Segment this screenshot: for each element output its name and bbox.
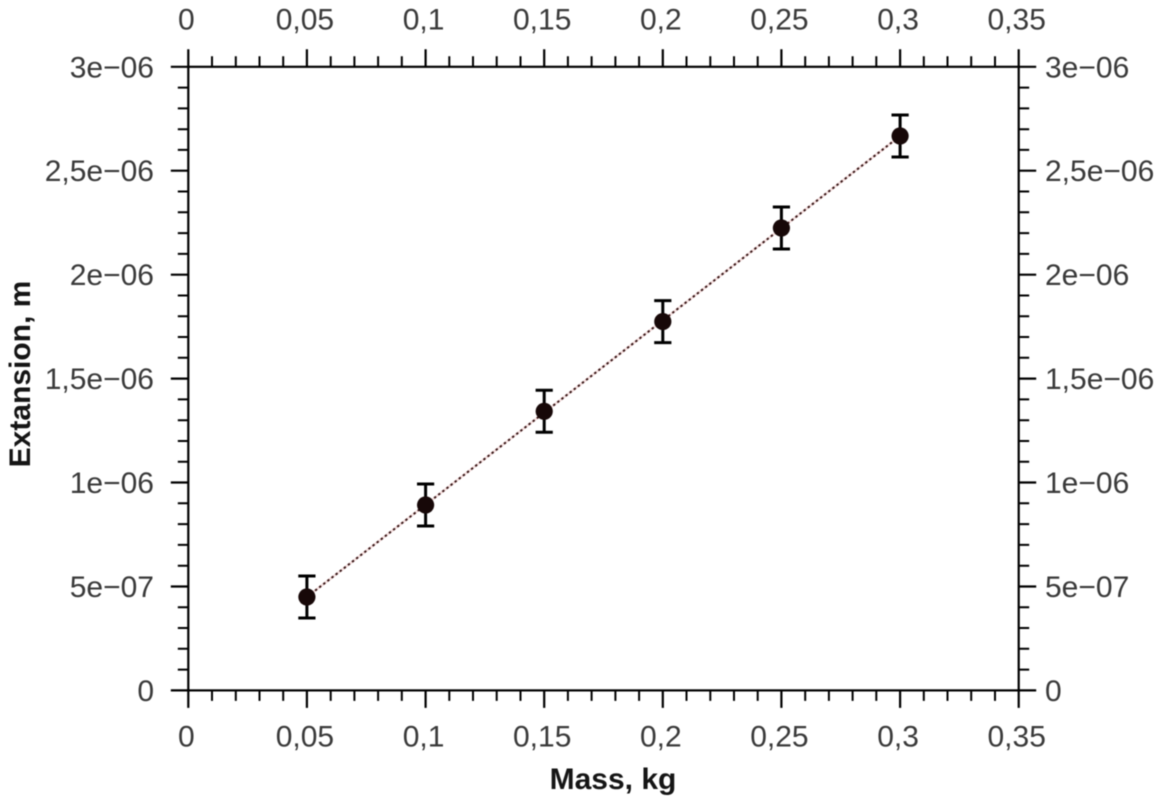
svg-text:2,5e−06: 2,5e−06 [1045, 155, 1154, 188]
svg-text:0,25: 0,25 [750, 4, 808, 37]
svg-text:0: 0 [1045, 675, 1062, 708]
svg-text:2,5e−06: 2,5e−06 [45, 155, 154, 188]
svg-text:2e−06: 2e−06 [70, 259, 154, 292]
svg-text:0,35: 0,35 [988, 721, 1046, 754]
svg-text:0,15: 0,15 [513, 721, 571, 754]
svg-text:1,5e−06: 1,5e−06 [1045, 363, 1154, 396]
svg-text:0,1: 0,1 [403, 721, 445, 754]
svg-text:0,2: 0,2 [640, 4, 682, 37]
svg-text:3e−06: 3e−06 [1045, 51, 1129, 84]
svg-text:0,05: 0,05 [276, 4, 334, 37]
svg-text:0,35: 0,35 [988, 4, 1046, 37]
svg-text:0,2: 0,2 [640, 721, 682, 754]
svg-text:0,3: 0,3 [877, 4, 919, 37]
svg-text:2e−06: 2e−06 [1045, 259, 1129, 292]
svg-text:Mass, kg: Mass, kg [550, 763, 677, 796]
svg-text:0,3: 0,3 [877, 721, 919, 754]
svg-text:0,25: 0,25 [750, 721, 808, 754]
svg-text:1e−06: 1e−06 [70, 467, 154, 500]
svg-text:0,1: 0,1 [403, 4, 445, 37]
svg-text:1,5e−06: 1,5e−06 [45, 363, 154, 396]
svg-text:Extansion, m: Extansion, m [4, 281, 37, 468]
svg-text:0: 0 [178, 721, 195, 754]
svg-text:0: 0 [178, 4, 195, 37]
svg-text:0: 0 [137, 675, 154, 708]
svg-text:1e−06: 1e−06 [1045, 467, 1129, 500]
svg-text:5e−07: 5e−07 [70, 571, 154, 604]
svg-text:0,15: 0,15 [513, 4, 571, 37]
svg-text:3e−06: 3e−06 [70, 51, 154, 84]
svg-text:5e−07: 5e−07 [1045, 571, 1129, 604]
svg-text:0,05: 0,05 [276, 721, 334, 754]
